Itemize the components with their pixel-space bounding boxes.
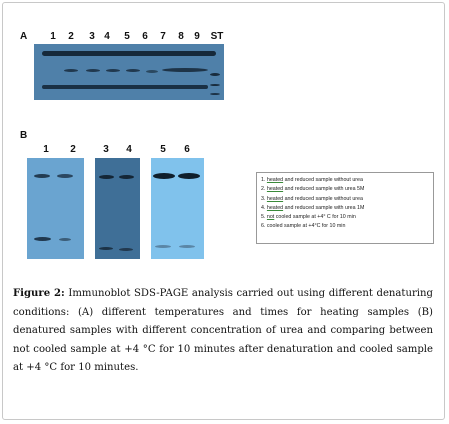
band [126, 69, 140, 72]
lane-label: 5 [160, 144, 166, 155]
caption-text: Immunoblot SDS-PAGE analysis carried out… [13, 288, 434, 374]
band [86, 69, 100, 72]
band [99, 247, 113, 250]
panel-a-label: A [20, 31, 28, 42]
panel-b-label: B [20, 130, 28, 141]
lane-label: 2 [68, 31, 74, 42]
blot-panel-b-1 [27, 158, 84, 259]
lane-label: 1 [43, 144, 49, 155]
lane-label: 4 [104, 31, 110, 42]
lane-label: 9 [194, 31, 200, 42]
lane-label: 6 [184, 144, 190, 155]
band [106, 69, 120, 72]
blot-panel-b-2 [95, 158, 140, 259]
band [99, 175, 114, 179]
band [155, 245, 171, 248]
blot-panel-a [34, 44, 224, 100]
band [42, 85, 208, 89]
band [64, 69, 78, 72]
legend-item: 6. cooled sample at +4°C for 10 min [261, 223, 346, 230]
band [210, 73, 220, 76]
band [34, 237, 51, 241]
lane-label: 7 [160, 31, 166, 42]
lane-label: 5 [124, 31, 130, 42]
lane-label: 1 [50, 31, 56, 42]
band [119, 175, 134, 179]
band [178, 173, 200, 179]
figure-caption: Figure 2: Immunoblot SDS-PAGE analysis c… [13, 285, 433, 378]
caption-label: Figure 2: [13, 288, 65, 299]
legend-item: 2. heated and reduced sample with urea 5… [261, 186, 365, 193]
lane-label: 4 [126, 144, 132, 155]
legend-item: 4. heated and reduced sample with urea 1… [261, 204, 365, 211]
band [119, 248, 133, 251]
band [57, 174, 73, 178]
band [210, 84, 220, 86]
legend-box: 1. heated and reduced sample without ure… [256, 172, 434, 244]
band [146, 70, 158, 73]
figure-frame [2, 2, 445, 420]
band [34, 174, 50, 178]
legend-item: 3. heated and reduced sample without ure… [261, 195, 363, 202]
band [42, 51, 216, 56]
lane-label: 2 [70, 144, 76, 155]
legend-item: 1. heated and reduced sample without ure… [261, 177, 363, 183]
band [179, 245, 195, 248]
lane-label: 3 [103, 144, 109, 155]
lane-label: 8 [178, 31, 184, 42]
legend-item: 5. not cooled sample at +4° C for 10 min [261, 214, 356, 221]
blot-panel-b-3 [151, 158, 204, 259]
lane-label: ST [210, 31, 224, 42]
band [153, 173, 175, 179]
lane-label: 6 [142, 31, 148, 42]
band [162, 68, 208, 72]
band [210, 93, 220, 95]
band [59, 238, 71, 241]
lane-label: 3 [89, 31, 95, 42]
